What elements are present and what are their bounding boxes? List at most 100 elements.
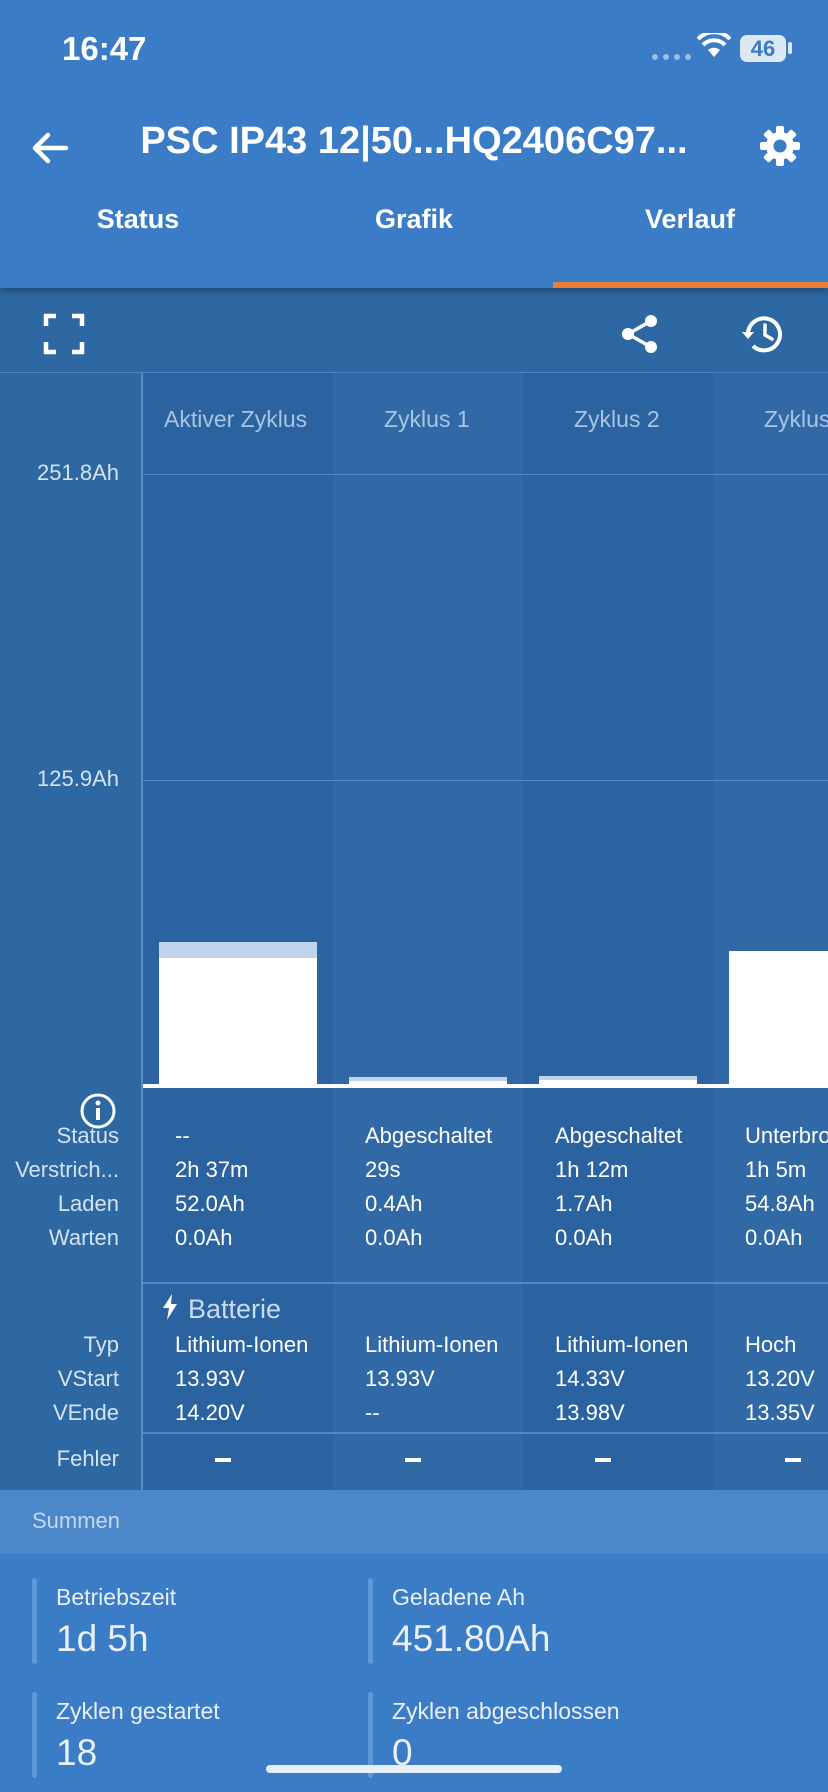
row-label-error: Fehler bbox=[56, 1446, 119, 1471]
share-icon[interactable] bbox=[618, 312, 662, 356]
stat-label: Zyklen gestartet bbox=[56, 1698, 220, 1724]
row-label-elapsed: Verstrich... bbox=[15, 1157, 119, 1182]
stat-label: Geladene Ah bbox=[392, 1584, 526, 1610]
cell-wait: 0.0Ah bbox=[555, 1225, 613, 1250]
stat-value: 1d 5h bbox=[56, 1618, 149, 1659]
stat-value: 0 bbox=[392, 1732, 413, 1773]
bar-4 bbox=[729, 951, 828, 1084]
cell-error bbox=[215, 1458, 231, 1462]
row-label-vstart: VStart bbox=[57, 1366, 119, 1391]
y-axis bbox=[141, 373, 143, 1490]
cell-status: Unterbro bbox=[745, 1123, 828, 1148]
cell-vend: 13.35V bbox=[745, 1400, 815, 1425]
stat-label: Zyklen abgeschlossen bbox=[392, 1698, 620, 1724]
cellular-signal-icon bbox=[652, 54, 691, 60]
status-bar: 16:47 46 bbox=[0, 0, 828, 100]
home-indicator[interactable] bbox=[266, 1765, 562, 1773]
stat-accent-bar bbox=[32, 1578, 37, 1664]
row-label-status: Status bbox=[56, 1123, 119, 1148]
cell-vend: 13.98V bbox=[555, 1400, 625, 1425]
bar-cap-1 bbox=[159, 942, 317, 959]
summary-title: Summen bbox=[32, 1508, 121, 1533]
stat-value: 18 bbox=[56, 1732, 98, 1773]
cell-vstart: 13.93V bbox=[175, 1366, 245, 1391]
clock: 16:47 bbox=[62, 30, 147, 67]
wifi-icon bbox=[697, 33, 731, 57]
bar-3 bbox=[539, 1079, 697, 1084]
cell-charge: 52.0Ah bbox=[175, 1191, 245, 1216]
battery-level: 46 bbox=[740, 35, 786, 62]
cycle-history-chart: Aktiver Zyklus Zyklus 1 Zyklus 2 Zyklus … bbox=[0, 373, 828, 1490]
column-header: Aktiver Zyklus bbox=[164, 406, 308, 432]
stat-accent-bar bbox=[32, 1692, 37, 1778]
summary-header: Summen bbox=[0, 1490, 828, 1554]
cell-error bbox=[595, 1458, 611, 1462]
battery-icon bbox=[788, 42, 792, 54]
y-tick-label: 251.8Ah bbox=[37, 460, 119, 485]
summary-panel: Betriebszeit 1d 5h Geladene Ah 451.80Ah … bbox=[0, 1554, 828, 1792]
column-cycle-1[interactable] bbox=[333, 373, 523, 1490]
cell-vend: -- bbox=[365, 1400, 380, 1425]
cell-wait: 0.0Ah bbox=[745, 1225, 803, 1250]
section-divider bbox=[143, 1432, 828, 1434]
column-cycle-2[interactable] bbox=[523, 373, 713, 1490]
tab-verlauf[interactable]: Verlauf bbox=[644, 204, 736, 234]
cell-error bbox=[785, 1458, 801, 1462]
cell-elapsed: 29s bbox=[365, 1157, 401, 1182]
tab-grafik[interactable]: Grafik bbox=[374, 204, 454, 234]
section-divider bbox=[143, 1282, 828, 1284]
stat-accent-bar bbox=[368, 1692, 373, 1778]
cell-wait: 0.0Ah bbox=[175, 1225, 233, 1250]
stat-value: 451.80Ah bbox=[392, 1618, 551, 1659]
page-title: PSC IP43 12|50...HQ2406C97... bbox=[140, 120, 688, 162]
column-header: Zyklus bbox=[764, 406, 828, 432]
cell-charge: 0.4Ah bbox=[365, 1191, 423, 1216]
cell-charge: 1.7Ah bbox=[555, 1191, 613, 1216]
cell-elapsed: 1h 12m bbox=[555, 1157, 629, 1182]
column-header: Zyklus 2 bbox=[574, 406, 660, 432]
row-label-wait: Warten bbox=[48, 1225, 119, 1250]
stat-accent-bar bbox=[368, 1578, 373, 1664]
cell-vend: 14.20V bbox=[175, 1400, 245, 1425]
cell-type: Lithium-Ionen bbox=[365, 1332, 499, 1357]
gridline bbox=[143, 780, 828, 781]
cell-vstart: 14.33V bbox=[555, 1366, 625, 1391]
bar-1 bbox=[159, 958, 317, 1084]
cell-type: Hoch bbox=[745, 1332, 797, 1357]
bar-cap-3 bbox=[539, 1075, 697, 1080]
column-active-cycle[interactable] bbox=[143, 373, 333, 1490]
back-arrow-icon[interactable] bbox=[26, 124, 74, 172]
chart-toolbar bbox=[0, 288, 828, 373]
cell-vstart: 13.93V bbox=[365, 1366, 435, 1391]
battery-section-title: Batterie bbox=[188, 1294, 282, 1324]
app-bar: PSC IP43 12|50...HQ2406C97... Status Gra… bbox=[0, 100, 828, 288]
cell-status: Abgeschaltet bbox=[365, 1123, 493, 1148]
cell-wait: 0.0Ah bbox=[365, 1225, 423, 1250]
settings-gear-icon[interactable] bbox=[756, 122, 804, 170]
cell-status: -- bbox=[175, 1123, 190, 1148]
chart-baseline bbox=[141, 1084, 828, 1088]
cell-elapsed: 2h 37m bbox=[175, 1157, 249, 1182]
column-header: Zyklus 1 bbox=[384, 406, 470, 432]
row-label-type: Typ bbox=[83, 1332, 119, 1357]
cell-status: Abgeschaltet bbox=[555, 1123, 683, 1148]
lightning-bolt-icon bbox=[163, 1294, 177, 1320]
cell-type: Lithium-Ionen bbox=[555, 1332, 689, 1357]
cell-error bbox=[405, 1458, 421, 1462]
bar-2 bbox=[349, 1081, 507, 1084]
cell-type: Lithium-Ionen bbox=[175, 1332, 309, 1357]
row-label-charge: Laden bbox=[57, 1191, 119, 1216]
column-cycle-3[interactable] bbox=[713, 373, 828, 1490]
active-tab-indicator bbox=[553, 282, 828, 288]
cell-charge: 54.8Ah bbox=[745, 1191, 815, 1216]
cell-elapsed: 1h 5m bbox=[745, 1157, 807, 1182]
tab-status[interactable]: Status bbox=[96, 204, 180, 234]
history-icon[interactable] bbox=[740, 312, 786, 356]
gridline bbox=[143, 474, 828, 475]
info-icon[interactable] bbox=[79, 1092, 117, 1130]
row-label-vend: VEnde bbox=[52, 1400, 119, 1425]
y-tick-label: 125.9Ah bbox=[37, 766, 119, 791]
fullscreen-icon[interactable] bbox=[42, 312, 86, 356]
stat-label: Betriebszeit bbox=[56, 1584, 177, 1610]
cell-vstart: 13.20V bbox=[745, 1366, 815, 1391]
